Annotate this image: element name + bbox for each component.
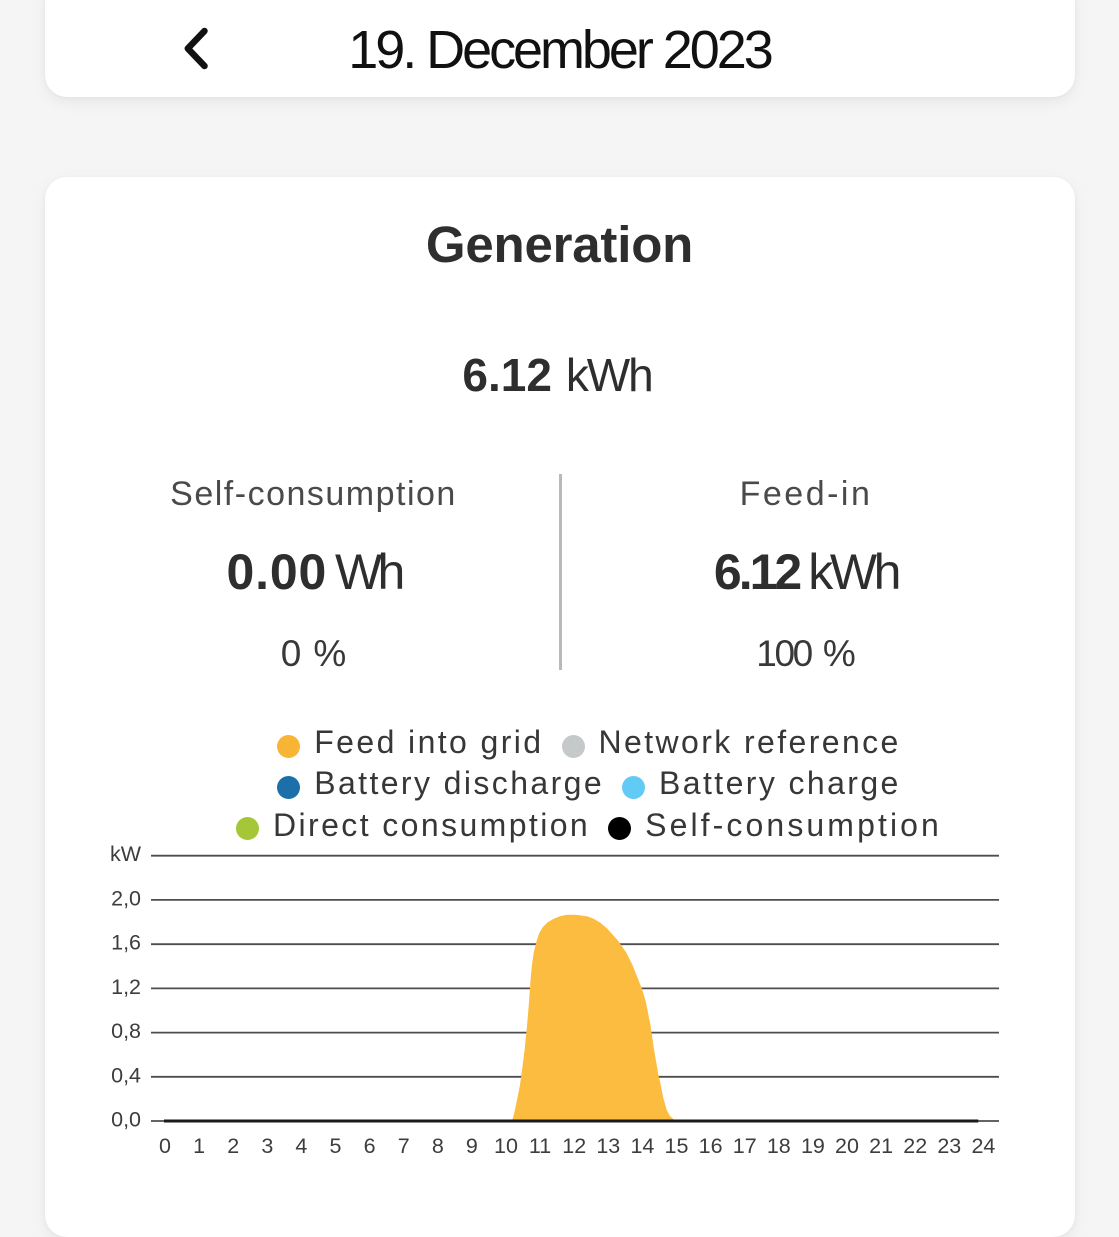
- svg-text:11: 11: [529, 1134, 551, 1158]
- svg-text:3: 3: [261, 1134, 273, 1158]
- svg-text:5: 5: [330, 1134, 342, 1158]
- svg-text:1: 1: [193, 1134, 205, 1158]
- svg-text:19: 19: [801, 1134, 825, 1158]
- svg-text:16: 16: [699, 1134, 723, 1158]
- svg-text:kW: kW: [110, 845, 142, 866]
- svg-text:14: 14: [630, 1134, 654, 1158]
- svg-text:15: 15: [665, 1134, 689, 1158]
- svg-text:4: 4: [295, 1134, 307, 1158]
- svg-text:2,0: 2,0: [111, 886, 141, 910]
- svg-text:1,6: 1,6: [111, 931, 141, 955]
- svg-text:0,0: 0,0: [111, 1108, 141, 1132]
- svg-text:0,8: 0,8: [111, 1019, 141, 1043]
- svg-text:10: 10: [494, 1134, 518, 1158]
- svg-text:6: 6: [364, 1134, 376, 1158]
- svg-text:0,4: 0,4: [111, 1063, 141, 1087]
- svg-text:13: 13: [596, 1134, 620, 1158]
- svg-text:24: 24: [971, 1134, 995, 1158]
- svg-text:9: 9: [466, 1134, 478, 1158]
- svg-text:7: 7: [398, 1134, 410, 1158]
- svg-text:0: 0: [159, 1134, 171, 1158]
- svg-text:17: 17: [733, 1134, 757, 1158]
- svg-text:1,2: 1,2: [111, 975, 141, 999]
- svg-text:22: 22: [903, 1134, 927, 1158]
- svg-text:8: 8: [432, 1134, 444, 1158]
- svg-text:20: 20: [835, 1134, 859, 1158]
- svg-text:18: 18: [767, 1134, 791, 1158]
- svg-text:23: 23: [937, 1134, 961, 1158]
- svg-text:12: 12: [562, 1134, 586, 1158]
- svg-text:2: 2: [227, 1134, 239, 1158]
- svg-text:21: 21: [869, 1134, 893, 1158]
